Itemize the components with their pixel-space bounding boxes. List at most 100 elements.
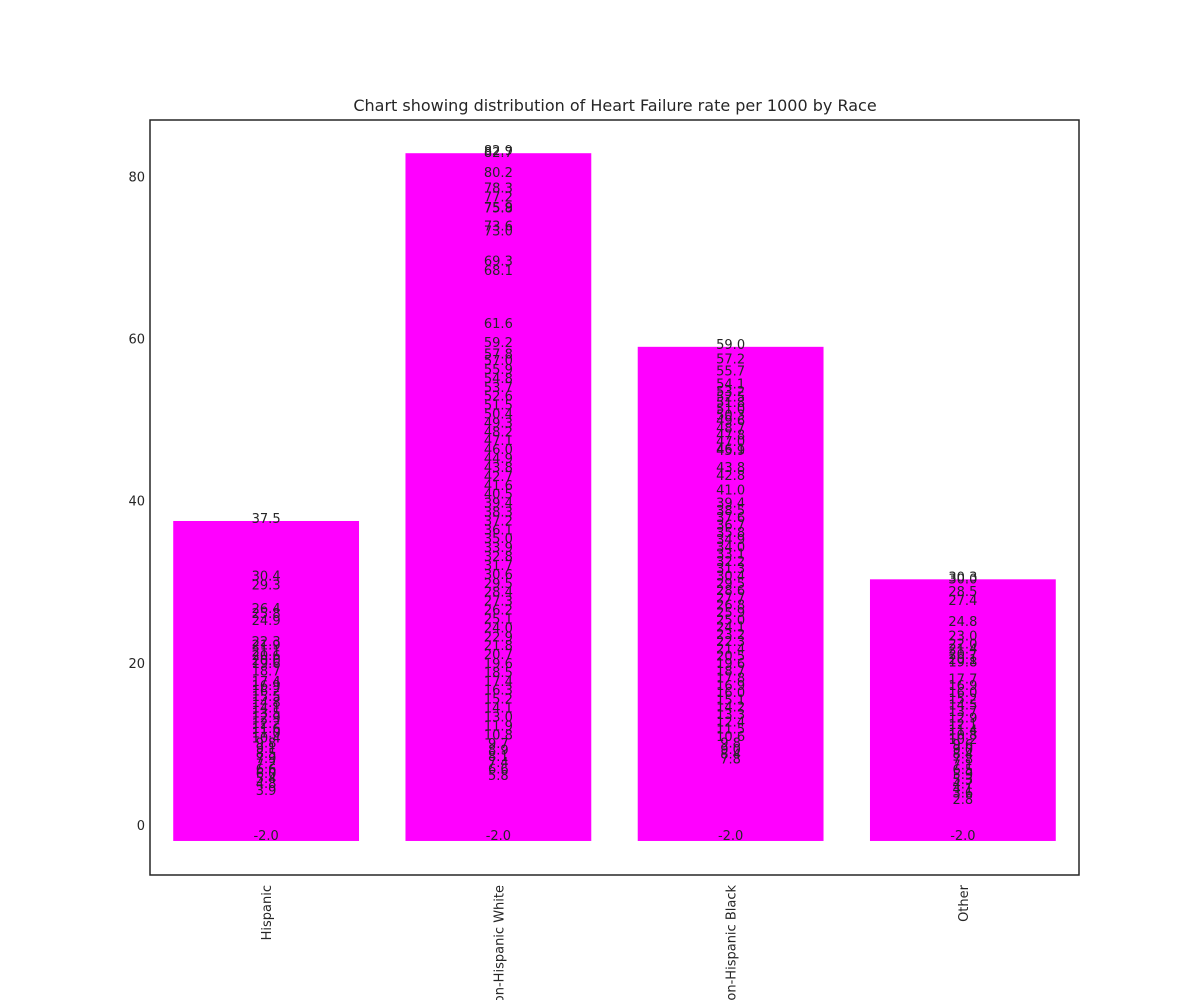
bar-value-label: 6.5 (953, 763, 974, 778)
bar-value-label: 42.8 (716, 469, 745, 484)
bar-value-label: 21.4 (716, 642, 745, 657)
bar-value-label: 31.7 (484, 559, 513, 574)
bar-base-label: -2.0 (253, 829, 278, 844)
bar-value-label: 17.4 (252, 675, 281, 690)
bar-value-label: 77.2 (484, 190, 513, 205)
bar-value-label: 25.8 (252, 607, 281, 622)
bar-value-label: 48.2 (484, 425, 513, 440)
bar-value-label: 42.7 (484, 470, 513, 485)
bar-value-label: 43.8 (484, 461, 513, 476)
bar-value-label: 18.7 (252, 664, 281, 679)
bar-value-label: 18.5 (484, 666, 513, 681)
bar-value-label: 30.6 (484, 568, 513, 583)
bar-base-label: -2.0 (486, 829, 511, 844)
bar-value-label: 52.6 (484, 390, 513, 405)
bar-value-label: 8.1 (488, 750, 509, 765)
bar-value-label: 12.4 (716, 715, 745, 730)
bar-value-label: 41.6 (484, 479, 513, 494)
bar-value-label: 80.2 (484, 166, 513, 181)
y-tick-label: 20 (128, 657, 145, 672)
bar-value-label: 15.1 (716, 693, 745, 708)
bar-value-label: 11.0 (252, 727, 281, 742)
bar-value-label: 27.3 (484, 595, 513, 610)
bar-value-label: 14.1 (484, 702, 513, 717)
bar-value-label: 21.8 (484, 639, 513, 654)
bar-value-label: 82.9 (484, 144, 513, 159)
bar-value-label: 5.9 (953, 768, 974, 783)
bar-base-label: -2.0 (718, 829, 743, 844)
bar-value-label: 25.0 (716, 613, 745, 628)
bar-value-label: 32.2 (716, 555, 745, 570)
bar-value-label: 18.7 (716, 664, 745, 679)
bar-value-label: 9.8 (720, 736, 741, 751)
bar-value-label: 38.5 (716, 504, 745, 519)
bar-value-label: 8.5 (256, 747, 277, 762)
bar-base-label: -2.0 (950, 829, 975, 844)
bar-value-label: 23.2 (716, 628, 745, 643)
bar-value-label: 9.8 (256, 736, 277, 751)
x-tick-label: Hispanic (260, 885, 275, 940)
bar-value-label: 13.0 (484, 710, 513, 725)
bar-value-label: 45.9 (716, 444, 745, 459)
bar-value-label: 57.0 (484, 354, 513, 369)
bar-value-label: 24.8 (948, 615, 977, 630)
bar-value-label: 22.3 (252, 635, 281, 650)
bar-value-label: 20.7 (484, 648, 513, 663)
bar-value-label: 40.5 (484, 488, 513, 503)
bar-value-label: 27.4 (948, 594, 977, 609)
bar-value-label: 24.9 (252, 614, 281, 629)
bar-value-label: 10.8 (948, 728, 977, 743)
bar-value-label: 24.1 (716, 621, 745, 636)
bar-value-label: 2.8 (953, 793, 974, 808)
bar-value-label: 3.6 (953, 787, 974, 802)
bar-value-label: 53.2 (716, 385, 745, 400)
bar-value-label: 37.2 (484, 514, 513, 529)
y-tick-label: 0 (137, 819, 145, 834)
x-axis: Hispanic Non-Hispanic White Non-Hispanic B… (260, 884, 972, 1000)
bar-value-label: 48.7 (716, 421, 745, 436)
bar-value-label: 30.4 (252, 570, 281, 585)
bar-value-label: 17.7 (948, 672, 977, 687)
bar-value-label: 27.7 (716, 591, 745, 606)
bar-value-label: 25.1 (484, 612, 513, 627)
bar-value-label: 50.3 (716, 408, 745, 423)
bar-value-label: 14.2 (716, 701, 745, 716)
bar-value-label: 50.4 (484, 407, 513, 422)
bar-value-label: 31.3 (716, 562, 745, 577)
bar-value-label: 73.6 (484, 220, 513, 235)
bar-value-label: 39.4 (484, 497, 513, 512)
bar-non-hispanic-black (637, 346, 824, 841)
bar-value-label: 33.1 (716, 548, 745, 563)
bar-value-label: 34.9 (716, 533, 745, 548)
bar-value-label: 4.8 (256, 777, 277, 792)
bar-value-label: 38.3 (484, 506, 513, 521)
bar-value-label: 29.5 (484, 577, 513, 592)
bar-value-label: 8.4 (720, 748, 741, 763)
bar-value-label: 12.2 (252, 717, 281, 732)
bar-value-label: 8.4 (953, 748, 974, 763)
bar-value-label: 52.5 (716, 390, 745, 405)
bar-value-label: 16.9 (716, 679, 745, 694)
bar-value-label: 26.2 (484, 604, 513, 619)
bar-value-label: 12.9 (252, 711, 281, 726)
bar-value-label: 20.0 (252, 654, 281, 669)
bar-value-label: 25.9 (716, 606, 745, 621)
bar-value-label: 35.8 (716, 526, 745, 541)
bar-non-hispanic-white (405, 153, 592, 841)
bar-value-label: 43.8 (716, 461, 745, 476)
bar-value-label: 73.0 (484, 224, 513, 239)
bar-value-label: 49.6 (716, 414, 745, 429)
bar-value-label: 7.9 (256, 752, 277, 767)
bar-value-label: 14.8 (252, 696, 281, 711)
bar-value-label: 26.8 (716, 599, 745, 614)
bar-value-label: 51.5 (484, 399, 513, 414)
bar-value-label: 16.2 (252, 685, 281, 700)
bar-value-label: 15.2 (948, 693, 977, 708)
bar-value-label: 68.1 (484, 264, 513, 279)
bar-value-label: 55.9 (484, 363, 513, 378)
bar-value-label: 16.0 (716, 686, 745, 701)
bar-value-label: 6.6 (256, 762, 277, 777)
bar-value-label: 59.2 (484, 336, 513, 351)
bar-value-label: 11.9 (484, 719, 513, 734)
y-tick-label: 40 (128, 495, 145, 510)
